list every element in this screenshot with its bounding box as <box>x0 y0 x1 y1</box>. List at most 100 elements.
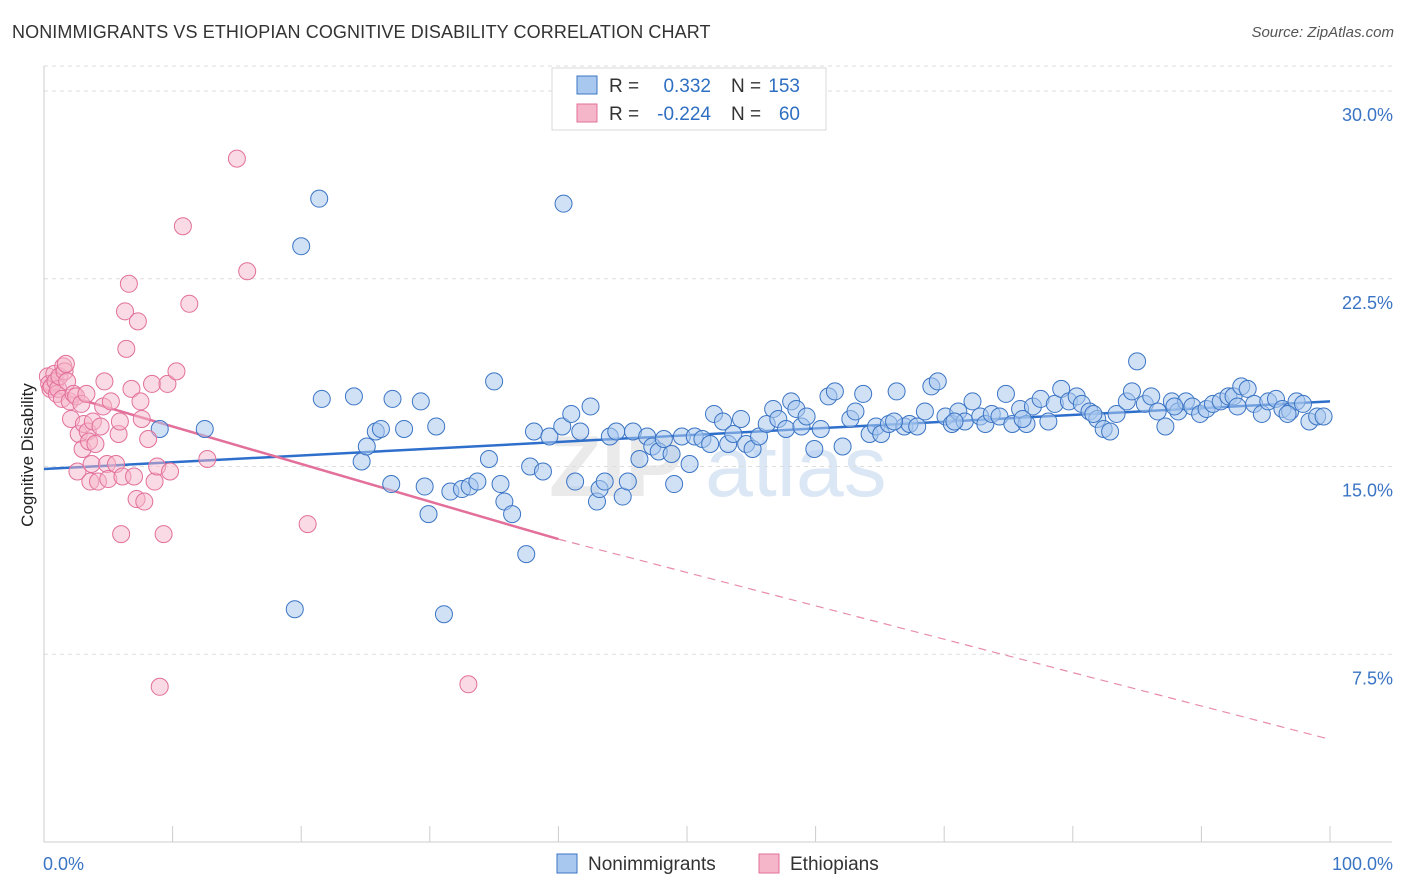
data-point-ethiopians <box>161 462 180 481</box>
data-point-nonimmigrants <box>310 189 329 208</box>
data-point-nonimmigrants <box>833 437 852 456</box>
data-point-nonimmigrants <box>963 392 982 411</box>
data-point-nonimmigrants <box>1101 422 1120 441</box>
data-point-nonimmigrants <box>805 439 824 458</box>
legend: R = 0.332 N = 153 R = -0.224 N = 60 <box>551 67 827 131</box>
data-point-nonimmigrants <box>553 417 572 436</box>
data-point-ethiopians <box>122 379 141 398</box>
y-tick-label: 7.5% <box>1352 668 1393 688</box>
data-point-ethiopians <box>139 429 158 448</box>
data-point-ethiopians <box>158 374 177 393</box>
data-point-nonimmigrants <box>1228 397 1247 416</box>
bottom-legend: Nonimmigrants Ethiopians <box>556 853 879 875</box>
data-point-nonimmigrants <box>630 450 649 469</box>
data-point-nonimmigrants <box>352 452 371 471</box>
data-point-nonimmigrants <box>825 382 844 401</box>
series-nonimmigrants <box>150 189 1333 624</box>
data-point-nonimmigrants <box>1084 404 1103 423</box>
legend-swatch-blue <box>576 75 598 95</box>
data-point-ethiopians <box>143 374 162 393</box>
data-point-nonimmigrants <box>491 475 510 494</box>
legend-r-value-2: -0.224 <box>657 104 711 125</box>
data-point-ethiopians <box>131 392 150 411</box>
data-point-ethiopians <box>198 450 217 469</box>
data-point-nonimmigrants <box>613 487 632 506</box>
data-point-nonimmigrants <box>415 477 434 496</box>
data-point-ethiopians <box>145 472 164 491</box>
data-point-nonimmigrants <box>468 472 487 491</box>
data-point-ethiopians <box>119 274 138 293</box>
data-point-nonimmigrants <box>777 419 796 438</box>
data-point-nonimmigrants <box>1314 407 1333 426</box>
data-point-nonimmigrants <box>618 472 637 491</box>
data-point-nonimmigrants <box>1107 404 1126 423</box>
data-point-nonimmigrants <box>1156 417 1175 436</box>
bottom-legend-label-ethiopians: Ethiopians <box>790 854 879 875</box>
data-point-nonimmigrants <box>607 422 626 441</box>
data-point-nonimmigrants <box>996 384 1015 403</box>
data-point-nonimmigrants <box>885 412 904 431</box>
data-point-nonimmigrants <box>846 402 865 421</box>
x-tick-label: 0.0% <box>43 854 84 874</box>
data-point-nonimmigrants <box>1039 412 1058 431</box>
data-point-ethiopians <box>298 515 317 534</box>
data-point-ethiopians <box>110 412 129 431</box>
data-point-nonimmigrants <box>714 412 733 431</box>
trend-line-ethiopians <box>43 387 559 541</box>
data-point-nonimmigrants <box>1128 352 1147 371</box>
data-point-nonimmigrants <box>395 419 414 438</box>
data-point-nonimmigrants <box>724 424 743 443</box>
data-point-nonimmigrants <box>915 402 934 421</box>
data-point-nonimmigrants <box>357 437 376 456</box>
data-point-nonimmigrants <box>434 605 453 624</box>
data-point-nonimmigrants <box>928 372 947 391</box>
legend-n-value-2: 60 <box>779 104 800 125</box>
legend-n-label-2: N = <box>731 104 761 125</box>
data-point-ethiopians <box>82 455 101 474</box>
y-tick-label: 15.0% <box>1342 481 1393 501</box>
data-point-nonimmigrants <box>554 194 573 213</box>
data-point-nonimmigrants <box>312 389 331 408</box>
data-point-nonimmigrants <box>1293 394 1312 413</box>
axes <box>43 66 1392 843</box>
data-point-ethiopians <box>180 294 199 313</box>
data-point-nonimmigrants <box>540 427 559 446</box>
data-point-nonimmigrants <box>571 422 590 441</box>
data-point-nonimmigrants <box>427 417 446 436</box>
data-point-nonimmigrants <box>797 407 816 426</box>
gridlines <box>44 65 1392 655</box>
data-point-ethiopians <box>117 339 136 358</box>
data-point-ethiopians <box>154 525 173 544</box>
data-point-nonimmigrants <box>411 392 430 411</box>
data-point-ethiopians <box>132 409 151 428</box>
data-point-nonimmigrants <box>195 419 214 438</box>
series-ethiopians <box>38 149 478 696</box>
data-point-ethiopians <box>95 372 114 391</box>
data-point-ethiopians <box>77 384 96 403</box>
data-point-nonimmigrants <box>732 409 751 428</box>
data-point-nonimmigrants <box>854 384 873 403</box>
bottom-legend-swatch-nonimmigrants <box>556 853 578 874</box>
data-point-nonimmigrants <box>1122 382 1141 401</box>
data-point-nonimmigrants <box>1142 387 1161 406</box>
legend-swatch-pink <box>576 103 598 123</box>
data-point-nonimmigrants <box>344 387 363 406</box>
data-point-nonimmigrants <box>1278 404 1297 423</box>
data-point-nonimmigrants <box>701 434 720 453</box>
data-point-nonimmigrants <box>945 412 964 431</box>
data-point-nonimmigrants <box>680 455 699 474</box>
data-point-nonimmigrants <box>662 445 681 463</box>
data-point-nonimmigrants <box>382 475 401 494</box>
data-point-nonimmigrants <box>566 472 585 491</box>
data-point-ethiopians <box>112 525 131 544</box>
data-point-ethiopians <box>238 262 257 281</box>
legend-r-label-2: R = <box>609 104 639 125</box>
data-point-nonimmigrants <box>485 372 504 391</box>
data-point-nonimmigrants <box>595 472 614 491</box>
data-point-nonimmigrants <box>1013 409 1032 428</box>
data-point-nonimmigrants <box>1165 397 1184 416</box>
x-tick-labels: 0.0% 100.0% <box>43 854 1393 874</box>
data-point-nonimmigrants <box>503 505 522 524</box>
data-point-ethiopians <box>116 302 135 321</box>
